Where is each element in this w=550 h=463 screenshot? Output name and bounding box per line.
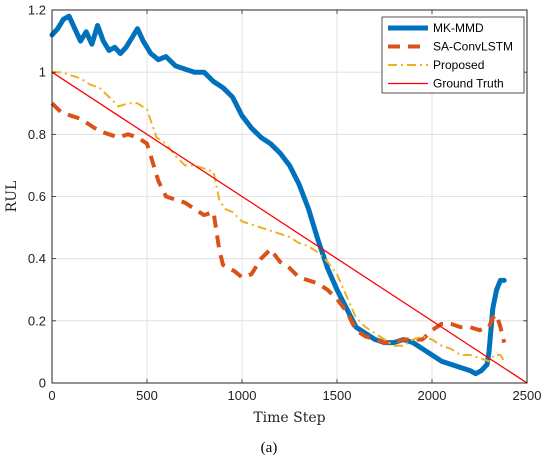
y-tick-label-6: 1.2	[28, 3, 46, 18]
legend-items: MK-MMD SA-ConvLSTM Proposed Ground Truth	[388, 21, 513, 91]
legend-label-proposed: Proposed	[433, 58, 484, 72]
figure-caption: (a)	[261, 440, 278, 456]
y-axis-title: RUL	[4, 181, 20, 213]
y-tick-label-3: 0.6	[28, 189, 46, 204]
x-tick-label-2: 1000	[228, 388, 257, 403]
legend-label-ground-truth: Ground Truth	[433, 77, 504, 91]
y-tick-label-1: 0.2	[28, 313, 46, 328]
x-tick-label-4: 2000	[418, 388, 447, 403]
series-line-proposed	[52, 71, 506, 363]
legend-label-sa-convlstm: SA-ConvLSTM	[433, 40, 513, 54]
x-axis-title: Time Step	[253, 410, 325, 426]
y-tick-label-4: 0.8	[28, 127, 46, 142]
x-tick-label-5: 2500	[513, 388, 542, 403]
y-tick-label-2: 0.4	[28, 251, 46, 266]
legend-label-mk-mmd: MK-MMD	[433, 21, 484, 35]
x-tick-label-0: 0	[48, 388, 55, 403]
y-tick-label-5: 1	[39, 65, 46, 80]
series-lines	[49, 13, 528, 384]
series-line-ground-truth	[51, 71, 528, 384]
x-tick-label-1: 500	[136, 388, 158, 403]
axis-ticks: 0 500 1000 1500 2000 2500 0 0.2 0.4 0.6 0.8 1 1.2	[28, 3, 542, 404]
series-line-sa-convlstm	[50, 101, 507, 345]
y-tick-label-0: 0	[39, 376, 46, 391]
x-tick-label-3: 1500	[323, 388, 352, 403]
legend: MK-MMD SA-ConvLSTM Proposed Ground Truth	[381, 16, 525, 94]
series-line-mk-mmd	[49, 13, 507, 377]
